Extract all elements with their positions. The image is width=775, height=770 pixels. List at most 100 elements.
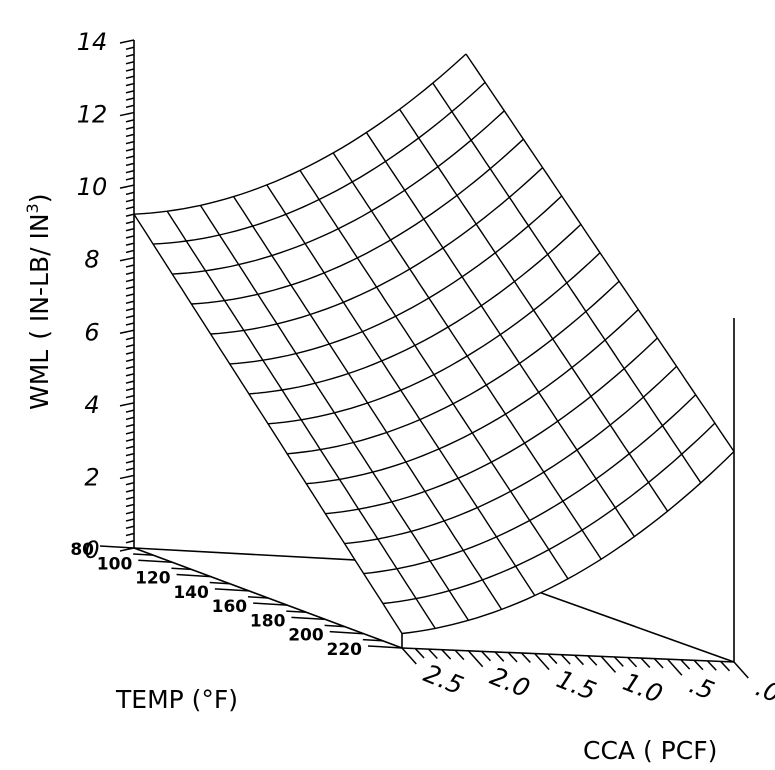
z-minor-tick [125,119,135,123]
cca-axis-line [401,647,735,663]
cca-axis-label: CCA ( PCF) [583,736,717,765]
temp-major-tick [99,545,135,549]
z-minor-tick [125,416,135,421]
z-axis-label: WML( IN-LB/ IN3) [23,194,54,411]
cca-minor-tick [680,659,691,670]
z-minor-tick [125,336,135,341]
z-minor-tick [125,169,135,174]
z-major-tick [119,402,135,407]
cca-major-tick [401,647,417,665]
cca-tick-label: 1.0 [619,667,667,709]
cca-major-tick [467,650,484,668]
z-minor-tick [125,431,135,435]
cca-minor-tick [481,650,492,662]
z-minor-tick [125,249,135,254]
surface-mesh [133,53,735,635]
z-minor-tick [125,300,135,304]
z-tick-label: 4 [84,391,99,419]
cca-minor-tick [520,652,531,663]
temp-tick-label: 120 [135,569,171,589]
z-tick-label: 12 [77,101,108,129]
mesh-line-cca [199,205,469,621]
z-major-tick [119,184,135,189]
z-minor-tick [125,373,135,377]
mesh-line-cca [365,132,635,537]
z-minor-tick [125,394,135,399]
z-minor-tick [125,104,135,109]
z-minor-tick [125,489,135,493]
mesh-line-cca [299,170,569,580]
cca-minor-tick [706,660,717,671]
mesh-line-cca [166,210,436,629]
z-minor-tick [125,532,135,537]
z-major-tick [119,256,135,262]
cca-major-tick [600,655,617,673]
z-minor-tick [125,148,135,152]
z-minor-tick [125,235,135,239]
cca-minor-tick [441,649,452,660]
cca-tick-label: .5 [685,670,718,706]
z-minor-tick [125,496,135,500]
temp-tick-label: 80 [70,540,94,560]
temp-minor-tick [247,596,269,599]
mesh-line-cca [133,213,403,634]
z-minor-tick [125,452,135,457]
cca-minor-tick [627,657,638,668]
z-minor-tick [125,438,135,442]
mesh-line-cca [266,184,536,596]
z-minor-tick [125,380,135,384]
z-minor-tick [125,503,135,508]
z-minor-tick [125,133,135,138]
z-major-tick [119,329,135,335]
cca-minor-tick [454,649,465,661]
z-minor-tick [125,315,135,319]
z-minor-tick [125,162,135,167]
temp-minor-tick [171,567,192,571]
z-minor-tick [125,518,135,522]
temp-major-tick [367,645,403,649]
z-major-tick [119,474,135,480]
cca-minor-tick [414,648,425,659]
temp-tick-label: 160 [212,597,248,617]
surface-face [134,54,734,634]
z-minor-tick [125,293,135,297]
cca-minor-tick [720,660,731,672]
temp-tick-label: 220 [327,640,363,660]
cca-minor-tick [693,659,704,671]
cca-major-tick [534,653,550,671]
cca-minor-tick [494,651,505,662]
z-minor-tick [125,387,135,392]
z-minor-tick [125,481,135,486]
cca-major-tick [667,658,683,676]
z-minor-tick [125,358,135,363]
z-minor-tick [125,46,135,50]
z-tick-label: 8 [84,246,99,274]
z-minor-tick [125,322,135,326]
z-minor-tick [125,61,135,65]
temp-major-tick [291,616,326,621]
cca-minor-tick [653,658,664,669]
z-minor-tick [125,525,135,529]
z-major-tick [119,111,135,117]
temp-minor-tick [324,624,345,628]
temp-major-tick [214,588,249,592]
mesh-line-cca [465,53,735,452]
z-minor-tick [125,307,135,312]
z-tick-label: 10 [77,173,108,201]
z-minor-tick [125,460,135,464]
cca-tick-label: 2.0 [486,661,534,703]
z-minor-tick [125,53,135,58]
cca-tick-label: 1.5 [553,664,601,706]
z-minor-tick [125,213,135,217]
z-minor-tick [125,126,135,130]
cca-tick-label: 2.5 [420,659,468,701]
z-minor-tick [125,409,135,413]
temp-major-tick [176,573,211,578]
z-minor-tick [125,90,135,94]
temp-tick-label: 140 [173,583,209,603]
z-minor-tick [125,97,135,101]
temp-major-tick [253,602,288,606]
temp-tick-label: 200 [288,626,324,646]
z-minor-tick [125,423,135,428]
